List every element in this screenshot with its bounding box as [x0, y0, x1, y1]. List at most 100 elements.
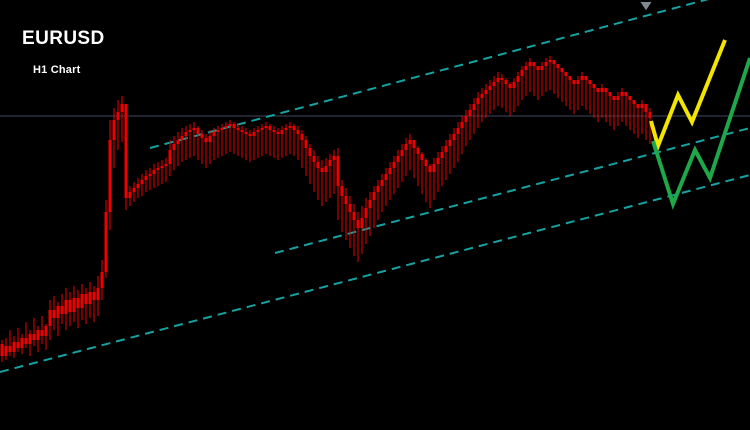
- candle-body: [28, 334, 32, 344]
- candle-body: [444, 146, 448, 152]
- candle-body: [244, 132, 248, 134]
- candle-body: [44, 326, 48, 336]
- lower-channel-line: [0, 174, 750, 373]
- candle-body: [324, 166, 328, 172]
- candle-body: [228, 124, 232, 126]
- candle-body: [284, 128, 288, 130]
- candle-body: [612, 96, 616, 100]
- candle-body: [232, 124, 236, 128]
- candle-body: [12, 342, 16, 352]
- candle-body: [188, 130, 192, 132]
- candle-body: [560, 68, 564, 72]
- candle-body: [464, 116, 468, 122]
- candle-body: [504, 80, 508, 84]
- upper-channel-line: [149, 0, 709, 149]
- candle-body: [60, 306, 64, 314]
- candle-body: [248, 134, 252, 136]
- candle-body: [144, 176, 148, 180]
- candle-body: [428, 166, 432, 172]
- candle-body: [116, 112, 120, 120]
- candle-body: [448, 140, 452, 146]
- candle-body: [532, 62, 536, 66]
- candle-body: [580, 76, 584, 80]
- candle-body: [212, 132, 216, 136]
- candle-body: [632, 100, 636, 104]
- forecast-paths-layer: [649, 39, 750, 210]
- candle-body: [152, 170, 156, 174]
- candle-body: [4, 346, 8, 356]
- candle-body: [460, 122, 464, 128]
- candle-body: [100, 272, 104, 288]
- candle-body: [200, 134, 204, 138]
- candle-body: [340, 186, 344, 196]
- candle-body: [364, 208, 368, 218]
- candle-body: [600, 88, 604, 92]
- candle-body: [536, 66, 540, 70]
- candle-body: [480, 94, 484, 98]
- candle-body: [356, 220, 360, 228]
- candle-body: [40, 330, 44, 336]
- candle-body: [608, 92, 612, 96]
- candle-body: [344, 196, 348, 204]
- candle-body: [584, 76, 588, 80]
- forecast-path-upper: [649, 39, 727, 153]
- chart-markers-layer: [640, 2, 652, 11]
- candle-body: [424, 160, 428, 166]
- candle-body: [280, 130, 284, 134]
- candle-body: [636, 104, 640, 108]
- candle-body: [576, 80, 580, 84]
- candle-body: [236, 128, 240, 130]
- candle-body: [348, 204, 352, 212]
- candle-body: [316, 162, 320, 168]
- candle-body: [456, 128, 460, 134]
- candle-body: [120, 104, 124, 112]
- candle-body: [240, 130, 244, 132]
- candle-body: [528, 62, 532, 66]
- candle-body: [384, 174, 388, 180]
- candle-body: [400, 150, 404, 156]
- candle-body: [544, 62, 548, 66]
- candle-body: [104, 212, 108, 272]
- candle-body: [80, 294, 84, 308]
- candle-body: [380, 180, 384, 186]
- candle-body: [372, 192, 376, 200]
- candle-body: [396, 156, 400, 162]
- candle-body: [440, 152, 444, 158]
- candle-body: [352, 212, 356, 220]
- candle-body: [468, 110, 472, 116]
- candle-body: [64, 300, 68, 314]
- candle-body: [596, 88, 600, 92]
- candle-body: [192, 128, 196, 130]
- candle-body: [296, 130, 300, 134]
- candle-body: [52, 310, 56, 318]
- forecast-path-lower: [651, 57, 750, 210]
- candle-body: [476, 98, 480, 104]
- candle-body: [300, 134, 304, 140]
- candle-body: [640, 104, 644, 108]
- candle-body: [336, 156, 340, 186]
- candle-body: [84, 294, 88, 304]
- candle-body: [484, 90, 488, 94]
- candle-body: [160, 166, 164, 168]
- candle-body: [332, 156, 336, 160]
- candle-body: [32, 334, 36, 340]
- candle-body: [548, 60, 552, 62]
- candle-body: [124, 104, 128, 198]
- candle-body: [196, 128, 200, 134]
- candle-body: [272, 130, 276, 132]
- candle-body: [508, 84, 512, 88]
- candle-body: [360, 218, 364, 228]
- candle-body: [412, 140, 416, 148]
- candle-body: [644, 104, 648, 112]
- candle-body: [224, 126, 228, 128]
- candle-body: [524, 66, 528, 70]
- candlestick-series: [0, 56, 652, 362]
- candle-body: [500, 78, 504, 80]
- down-triangle-marker: [640, 2, 652, 11]
- candle-body: [604, 88, 608, 92]
- candle-body: [488, 86, 492, 90]
- candle-body: [628, 96, 632, 100]
- candle-body: [404, 144, 408, 150]
